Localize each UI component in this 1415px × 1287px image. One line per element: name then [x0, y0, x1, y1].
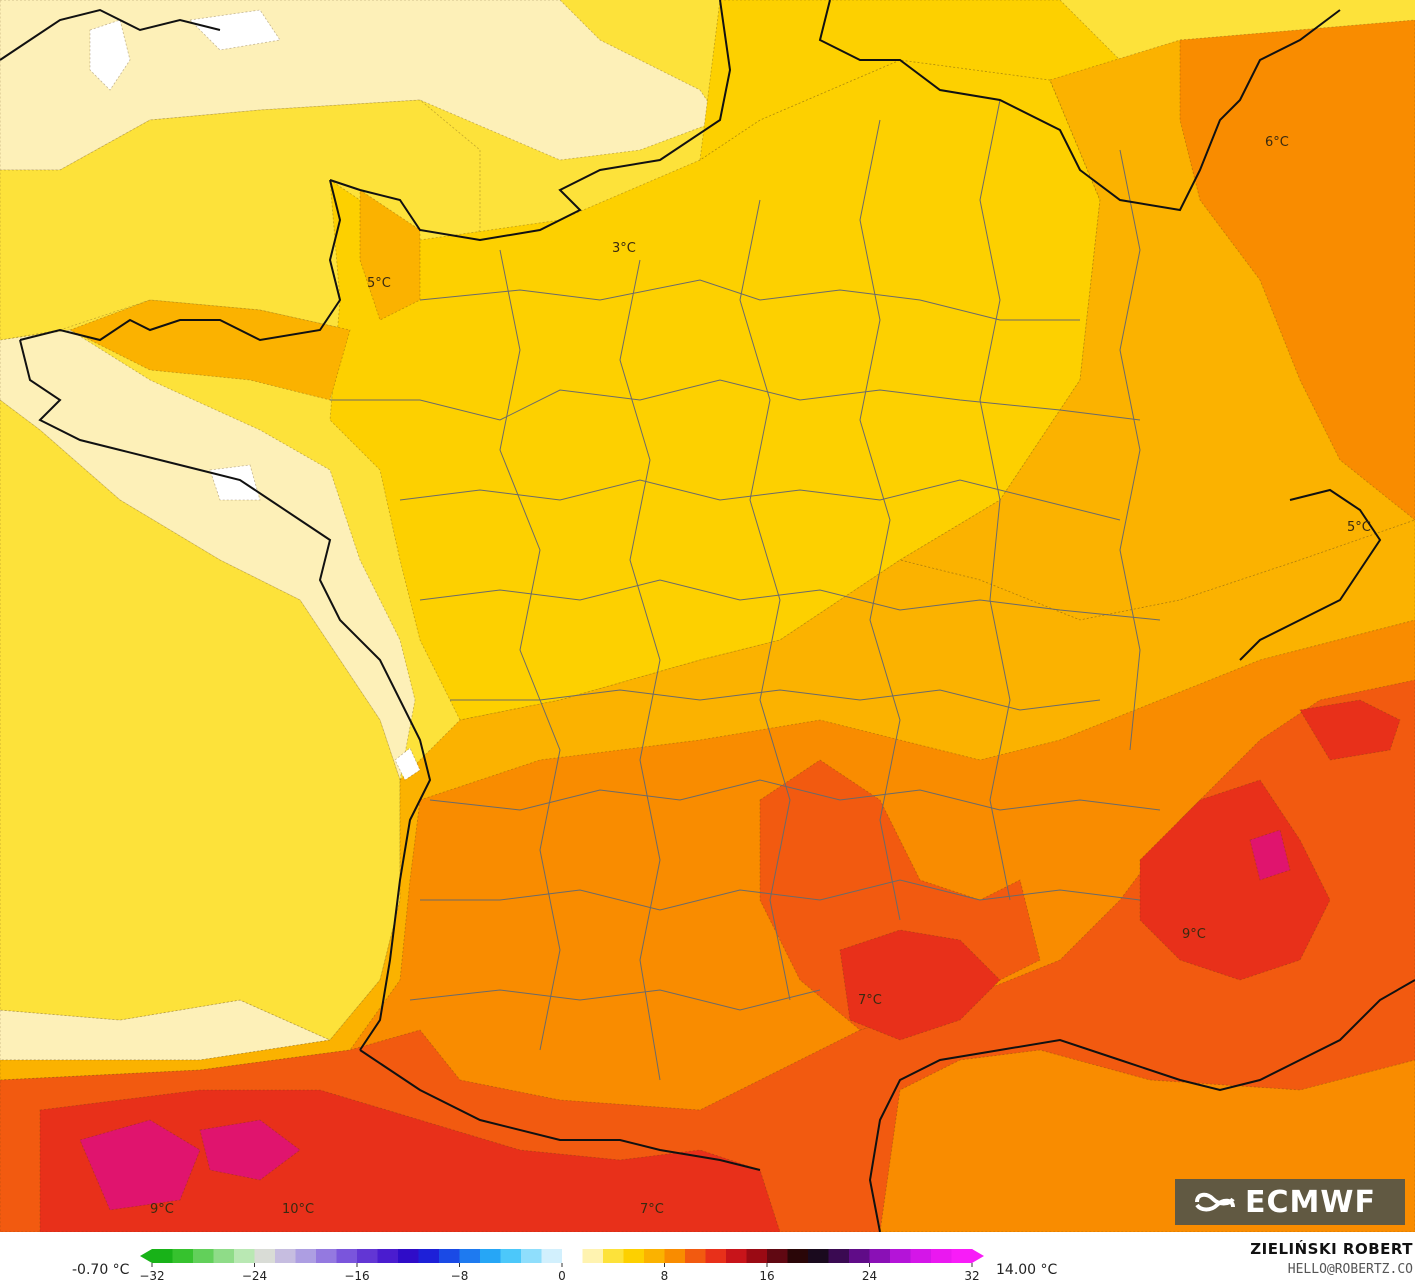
- colorbar-tick-label: 0: [558, 1269, 566, 1283]
- colorbar-tick-label: 24: [862, 1269, 877, 1283]
- deep-orange-south: [0, 679, 1415, 1232]
- temp-label: 10°C: [282, 1202, 314, 1217]
- colorbar-cell: [869, 1249, 891, 1263]
- colorbar-max-arrow: [972, 1249, 984, 1263]
- pale-band-biscay: [0, 329, 416, 782]
- colorbar-cell: [582, 1249, 604, 1263]
- ecmwf-logo: ECMWF: [1175, 1179, 1405, 1225]
- colorbar-tick-label: −32: [140, 1269, 165, 1283]
- colorbar-cell: [910, 1249, 932, 1263]
- colorbar-ticks: −32 −24 −16 −8 0 8 16 24 32: [140, 1263, 980, 1283]
- colorbar-cell: [213, 1249, 235, 1263]
- snow-patch-north: [89, 19, 131, 91]
- colorbar-cell: [459, 1249, 481, 1263]
- author-name: ZIELIŃSKI ROBERT: [1250, 1240, 1413, 1258]
- colorbar-cell: [644, 1249, 665, 1263]
- colorbar-cell: [254, 1249, 276, 1263]
- colorbar-cell: [316, 1249, 337, 1263]
- legend-footer: -0.70 °C −32 −24 −16 −8 0 8 16 24 32 14.00 °C ZI…: [0, 1232, 1415, 1287]
- temp-label: 5°C: [367, 276, 391, 291]
- colorbar-cell: [234, 1249, 255, 1263]
- colorbar-cell: [828, 1249, 850, 1263]
- region-borders: [330, 99, 1161, 1081]
- colorbar-cell: [418, 1249, 440, 1263]
- colorbar-cell: [603, 1249, 624, 1263]
- author-email: HELLO@ROBERTZ.CO: [1287, 1262, 1413, 1277]
- colorbar-cell: [152, 1249, 173, 1263]
- colorbar-cell: [398, 1249, 419, 1263]
- colorbar-cell: [295, 1249, 317, 1263]
- colorbar-cell: [787, 1249, 809, 1263]
- temperature-labels: 6°C 3°C 5°C 5°C 9°C 7°C 9°C 10°C 7°C: [150, 135, 1371, 1217]
- scale-min-label: -0.70 °C: [72, 1262, 130, 1278]
- colorbar-cell: [705, 1249, 727, 1263]
- temp-label: 7°C: [640, 1202, 664, 1217]
- colorbar-cells: [140, 1249, 984, 1263]
- magenta-pyrenees-center: [199, 1119, 301, 1181]
- colorbar-cell: [664, 1249, 686, 1263]
- colorbar-tick-label: −8: [451, 1269, 469, 1283]
- colorbar-cell: [623, 1249, 645, 1263]
- colorbar-min-arrow: [140, 1249, 152, 1263]
- magenta-alps: [1249, 829, 1291, 881]
- colorbar-cell: [685, 1249, 706, 1263]
- temp-label: 9°C: [1182, 927, 1206, 942]
- colorbar-tick-label: −24: [242, 1269, 267, 1283]
- red-cevennes: [839, 929, 1001, 1041]
- colorbar-cell: [193, 1249, 214, 1263]
- coastline-and-borders: [0, 0, 1415, 1232]
- colorbar-cell: [172, 1249, 194, 1263]
- colorbar-cell: [275, 1249, 296, 1263]
- snow-patch-north2: [189, 9, 281, 51]
- amber-normandy: [359, 189, 421, 321]
- snow-patch-gironde: [394, 747, 421, 781]
- colorbar-cell: [767, 1249, 788, 1263]
- colorbar-tick-label: 16: [759, 1269, 774, 1283]
- colorbar-cell: [357, 1249, 378, 1263]
- temp-label: 6°C: [1265, 135, 1289, 150]
- temp-label: 5°C: [1347, 520, 1371, 535]
- temp-label: 9°C: [150, 1202, 174, 1217]
- colorbar-cell: [849, 1249, 870, 1263]
- colorbar-cell: [480, 1249, 501, 1263]
- colorbar-tick-label: 32: [964, 1269, 979, 1283]
- colorbar-cell: [439, 1249, 460, 1263]
- map-canvas: 6°C 3°C 5°C 5°C 9°C 7°C 9°C 10°C 7°C: [0, 0, 1415, 1232]
- red-alps: [1139, 779, 1331, 981]
- colorbar-tick-label: 8: [661, 1269, 669, 1283]
- red-alps-north: [1299, 699, 1401, 761]
- colorbar-cell: [746, 1249, 768, 1263]
- ecmwf-logo-text: ECMWF: [1245, 1184, 1376, 1220]
- red-pyrenees: [39, 1089, 781, 1232]
- colorbar-cell: [377, 1249, 399, 1263]
- orange-east: [1179, 19, 1415, 521]
- colorbar-cell: [562, 1249, 583, 1263]
- colorbar-cell: [808, 1249, 829, 1263]
- colorbar-cell: [541, 1249, 563, 1263]
- colorbar-cell: [951, 1249, 973, 1263]
- colorbar-cell: [500, 1249, 522, 1263]
- temperature-map: 6°C 3°C 5°C 5°C 9°C 7°C 9°C 10°C 7°C: [0, 0, 1415, 1232]
- magenta-pyrenees-west: [79, 1119, 201, 1211]
- snow-patch-coast: [209, 464, 261, 501]
- colorbar-cell: [336, 1249, 358, 1263]
- colorbar-cell: [890, 1249, 911, 1263]
- ecmwf-emblem-icon: [1195, 1192, 1235, 1212]
- temp-label: 3°C: [612, 241, 636, 256]
- colorbar-tick-label: −16: [344, 1269, 369, 1283]
- temperature-colorbar: −32 −24 −16 −8 0 8 16 24 32: [140, 1249, 984, 1283]
- colorbar-cell: [931, 1249, 952, 1263]
- colorbar-cell: [726, 1249, 747, 1263]
- colorbar-cell: [521, 1249, 542, 1263]
- scale-max-label: 14.00 °C: [996, 1262, 1058, 1278]
- temp-label: 7°C: [858, 993, 882, 1008]
